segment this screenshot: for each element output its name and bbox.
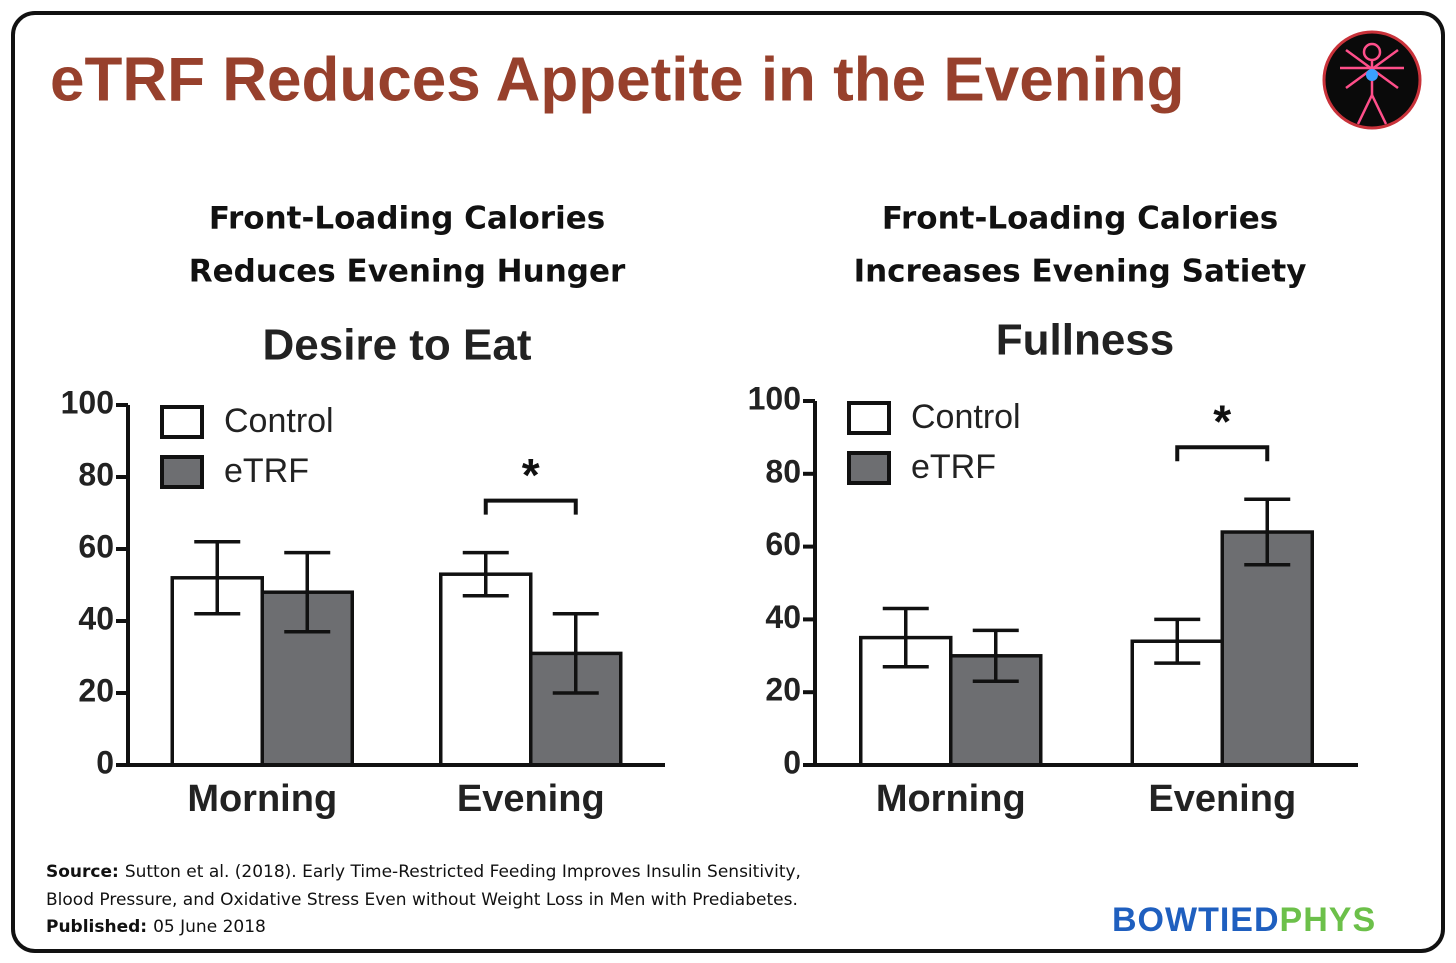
published-label: Published: bbox=[46, 917, 147, 937]
legend-label: Control bbox=[224, 402, 334, 440]
y-tick-label: 80 bbox=[765, 453, 801, 489]
chart-subtitle: Increases Evening Satiety bbox=[854, 254, 1307, 290]
y-tick-label: 20 bbox=[78, 672, 114, 708]
chart-subtitle: Front-Loading Calories bbox=[209, 201, 605, 237]
legend-swatch bbox=[160, 405, 204, 439]
chart-subtitle: Front-Loading Calories bbox=[882, 201, 1278, 237]
chart-subtitle: Reduces Evening Hunger bbox=[189, 254, 626, 290]
chart-title: Desire to Eat bbox=[263, 321, 532, 370]
source-label: Source: bbox=[46, 862, 119, 882]
error-bar bbox=[462, 550, 509, 598]
y-tick-label: 20 bbox=[765, 672, 801, 708]
significance-mark: * bbox=[522, 449, 540, 501]
significance-bracket bbox=[1175, 445, 1270, 462]
source-line: Source: Sutton et al. (2018). Early Time-… bbox=[46, 862, 801, 882]
significance-bracket bbox=[483, 498, 578, 515]
charts: Front-Loading Calories Reduces Evening Hu… bbox=[61, 201, 1358, 820]
page-title: eTRF Reduces Appetite in the Evening bbox=[50, 45, 1185, 114]
source-text: Sutton et al. (2018). Early Time-Restric… bbox=[125, 862, 801, 882]
logo-badge bbox=[1322, 30, 1422, 130]
error-bar bbox=[1154, 617, 1201, 665]
published-line: Published: 05 June 2018 bbox=[46, 917, 266, 937]
chart-title: Fullness bbox=[996, 316, 1175, 365]
logo-part: PHYS bbox=[1280, 901, 1377, 939]
significance-mark: * bbox=[1213, 395, 1231, 447]
error-bar bbox=[972, 628, 1019, 684]
error-bar bbox=[552, 612, 599, 695]
x-tick-label: Evening bbox=[1148, 778, 1296, 820]
logo-part: BOWTIED bbox=[1112, 901, 1280, 939]
logo-text: BOWTIEDPHYS bbox=[1112, 901, 1376, 939]
axes bbox=[813, 401, 1358, 767]
error-bar bbox=[194, 540, 241, 616]
x-tick-label: Evening bbox=[457, 778, 605, 820]
y-tick-label: 100 bbox=[748, 380, 801, 416]
error-bar bbox=[284, 550, 331, 634]
axes bbox=[126, 405, 665, 767]
bar bbox=[1220, 530, 1314, 767]
y-tick-label: 40 bbox=[78, 600, 114, 636]
legend-label: eTRF bbox=[911, 448, 996, 486]
legend-swatch bbox=[847, 451, 891, 485]
x-tick-label: Morning bbox=[187, 778, 337, 820]
y-tick-label: 40 bbox=[765, 599, 801, 635]
error-bar bbox=[882, 606, 929, 669]
legend-label: Control bbox=[911, 398, 1021, 436]
error-bar bbox=[1244, 497, 1291, 567]
y-tick-label: 60 bbox=[765, 526, 801, 562]
y-tick-label: 60 bbox=[78, 528, 114, 564]
y-tick-label: 0 bbox=[96, 744, 114, 780]
y-tick-label: 80 bbox=[78, 456, 114, 492]
source-text: Blood Pressure, and Oxidative Stress Eve… bbox=[46, 890, 798, 910]
bar bbox=[439, 572, 533, 767]
x-tick-label: Morning bbox=[876, 778, 1026, 820]
y-tick-label: 100 bbox=[61, 384, 114, 420]
legend-swatch bbox=[847, 401, 891, 435]
frame bbox=[11, 11, 1445, 953]
legend-label: eTRF bbox=[224, 452, 309, 490]
published-date: 05 June 2018 bbox=[153, 917, 266, 937]
legend-swatch bbox=[160, 455, 204, 489]
y-tick-label: 0 bbox=[783, 744, 801, 780]
